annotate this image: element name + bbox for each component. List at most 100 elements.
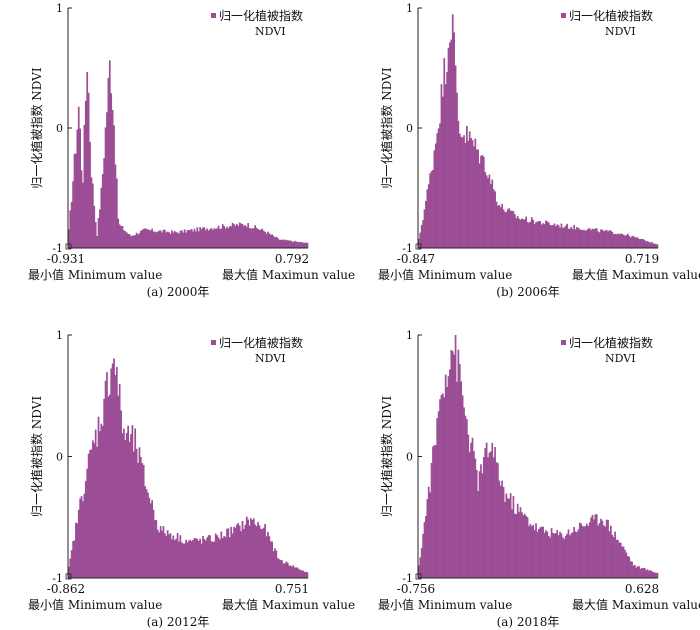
histogram-bar <box>212 229 214 248</box>
histogram-bar <box>219 539 221 578</box>
histogram-bar <box>125 432 128 578</box>
histogram-bar <box>480 155 482 248</box>
histogram-bar <box>296 567 299 578</box>
histogram-bar <box>470 137 472 248</box>
histogram-bar <box>212 541 214 578</box>
histogram-bar <box>619 542 622 578</box>
histogram-bar <box>178 541 180 578</box>
histogram-bar <box>69 558 72 578</box>
histogram-bar <box>138 447 141 578</box>
histogram-bar <box>440 394 443 578</box>
histogram-bar <box>629 561 632 578</box>
histogram-bar <box>494 447 496 578</box>
histogram-bar <box>196 227 199 248</box>
histogram-bar <box>252 228 255 248</box>
histogram-bar <box>446 387 448 578</box>
histogram-bar <box>80 496 83 578</box>
histogram-bar <box>123 428 125 578</box>
histogram-bar <box>460 381 463 578</box>
histogram-bar <box>207 535 210 578</box>
histogram-bar <box>193 228 196 248</box>
histogram-bar <box>576 226 578 248</box>
histogram-bar <box>467 434 470 578</box>
histogram-bar <box>420 548 423 578</box>
histogram-bar <box>214 533 217 578</box>
y-tick-label: 1 <box>406 2 413 15</box>
histogram-bar <box>106 372 108 578</box>
histogram-bar <box>492 457 495 578</box>
histogram-bar <box>645 570 647 578</box>
histogram-bar <box>436 418 439 578</box>
histogram-bar <box>135 448 138 578</box>
histogram-bar <box>567 228 570 248</box>
histogram-bar <box>464 415 467 578</box>
histogram-bar <box>449 42 451 248</box>
histogram-bar <box>453 32 455 249</box>
histogram-bar <box>195 538 197 578</box>
histogram-bar <box>532 524 535 578</box>
histogram-bar <box>521 512 523 578</box>
histogram-bar <box>562 537 564 578</box>
histogram-bar <box>474 138 477 248</box>
histogram-bar <box>539 527 542 578</box>
x-min-label: 最小值 Minimum value <box>378 267 512 282</box>
histogram-bar <box>560 223 563 248</box>
histogram-bar <box>236 524 238 578</box>
histogram-bar <box>656 244 659 248</box>
histogram-bar <box>646 240 649 248</box>
histogram-bar <box>292 242 295 248</box>
histogram-bar <box>456 92 458 249</box>
y-axis-label: 归一化植被指数 NDVI <box>29 67 44 188</box>
histogram-bar <box>591 514 594 578</box>
histogram-bar <box>68 566 70 578</box>
histogram-bar <box>152 509 155 578</box>
histogram-bar <box>123 230 125 248</box>
histogram-bar <box>164 533 166 578</box>
histogram-bar <box>611 231 614 248</box>
histogram-bar <box>536 221 539 248</box>
histogram-bar <box>586 523 588 578</box>
histogram-bar <box>451 14 454 248</box>
histogram-bar <box>186 542 189 578</box>
histogram-bar <box>272 551 275 578</box>
histogram-bar <box>216 228 218 248</box>
histogram-bar <box>217 225 220 248</box>
histogram-bar <box>223 225 225 248</box>
histogram-bar <box>429 492 431 578</box>
histogram-bar <box>549 537 551 578</box>
histogram-bar <box>605 519 608 578</box>
histogram-bar <box>595 228 598 248</box>
x-min-label: 最小值 Minimum value <box>28 267 162 282</box>
histogram-bar <box>525 516 527 578</box>
histogram-bar <box>107 396 110 578</box>
histogram-bar <box>612 234 615 248</box>
histogram-bar <box>137 462 139 578</box>
histogram-bar <box>482 457 485 578</box>
histogram-bar <box>221 224 224 248</box>
histogram-bar <box>159 230 162 248</box>
histogram-bar <box>302 242 305 248</box>
histogram-bar <box>204 230 207 248</box>
histogram-bar <box>423 209 426 248</box>
histogram-bar <box>289 565 292 578</box>
histogram-bar <box>148 497 151 578</box>
histogram-bar <box>183 543 186 578</box>
histogram-bar <box>543 224 546 248</box>
histogram-bar <box>199 227 201 248</box>
histogram-bar <box>607 519 609 578</box>
histogram-bar <box>284 563 286 578</box>
histogram-bar <box>639 568 642 578</box>
histogram-bars <box>68 60 309 249</box>
histogram-bar <box>584 230 587 248</box>
y-tick-label: 1 <box>56 329 63 342</box>
histogram-bar <box>422 533 424 578</box>
histogram-bar <box>573 527 575 578</box>
histogram-bar <box>83 493 86 578</box>
histogram-bar <box>463 407 465 578</box>
histogram-bar <box>141 229 144 248</box>
histogram-bar <box>636 566 639 578</box>
histogram-bar <box>420 225 423 248</box>
histogram-bar <box>230 526 233 578</box>
histogram-bar <box>434 143 437 248</box>
histogram-bar <box>467 140 470 248</box>
